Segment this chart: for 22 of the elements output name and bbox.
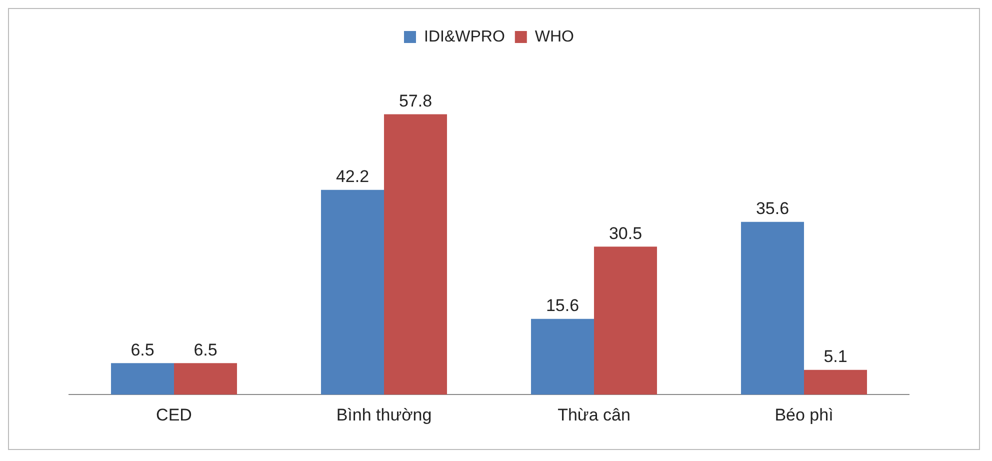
data-label: 42.2 [336,167,370,186]
bar [741,222,804,395]
x-tick-label: Bình thường [336,405,432,424]
x-tick-label: Béo phì [774,405,834,424]
bar [594,246,657,395]
data-label: 57.8 [398,91,432,110]
data-label: 35.6 [756,199,790,218]
x-tick-label: Thừa cân [558,405,630,424]
data-label: 30.5 [608,224,642,243]
bar [111,363,174,395]
data-label: 5.1 [824,347,848,366]
data-label: 15.6 [546,296,580,316]
bar [531,318,594,395]
legend-label: IDI&WPRO [424,28,505,46]
bar [804,370,867,395]
data-label: 6.5 [130,340,154,360]
legend-label: WHO [534,28,574,46]
bar [321,190,384,395]
bar [384,114,447,395]
bar [174,363,237,395]
data-label: 6.5 [194,340,218,360]
x-tick-label: CED [156,405,192,424]
